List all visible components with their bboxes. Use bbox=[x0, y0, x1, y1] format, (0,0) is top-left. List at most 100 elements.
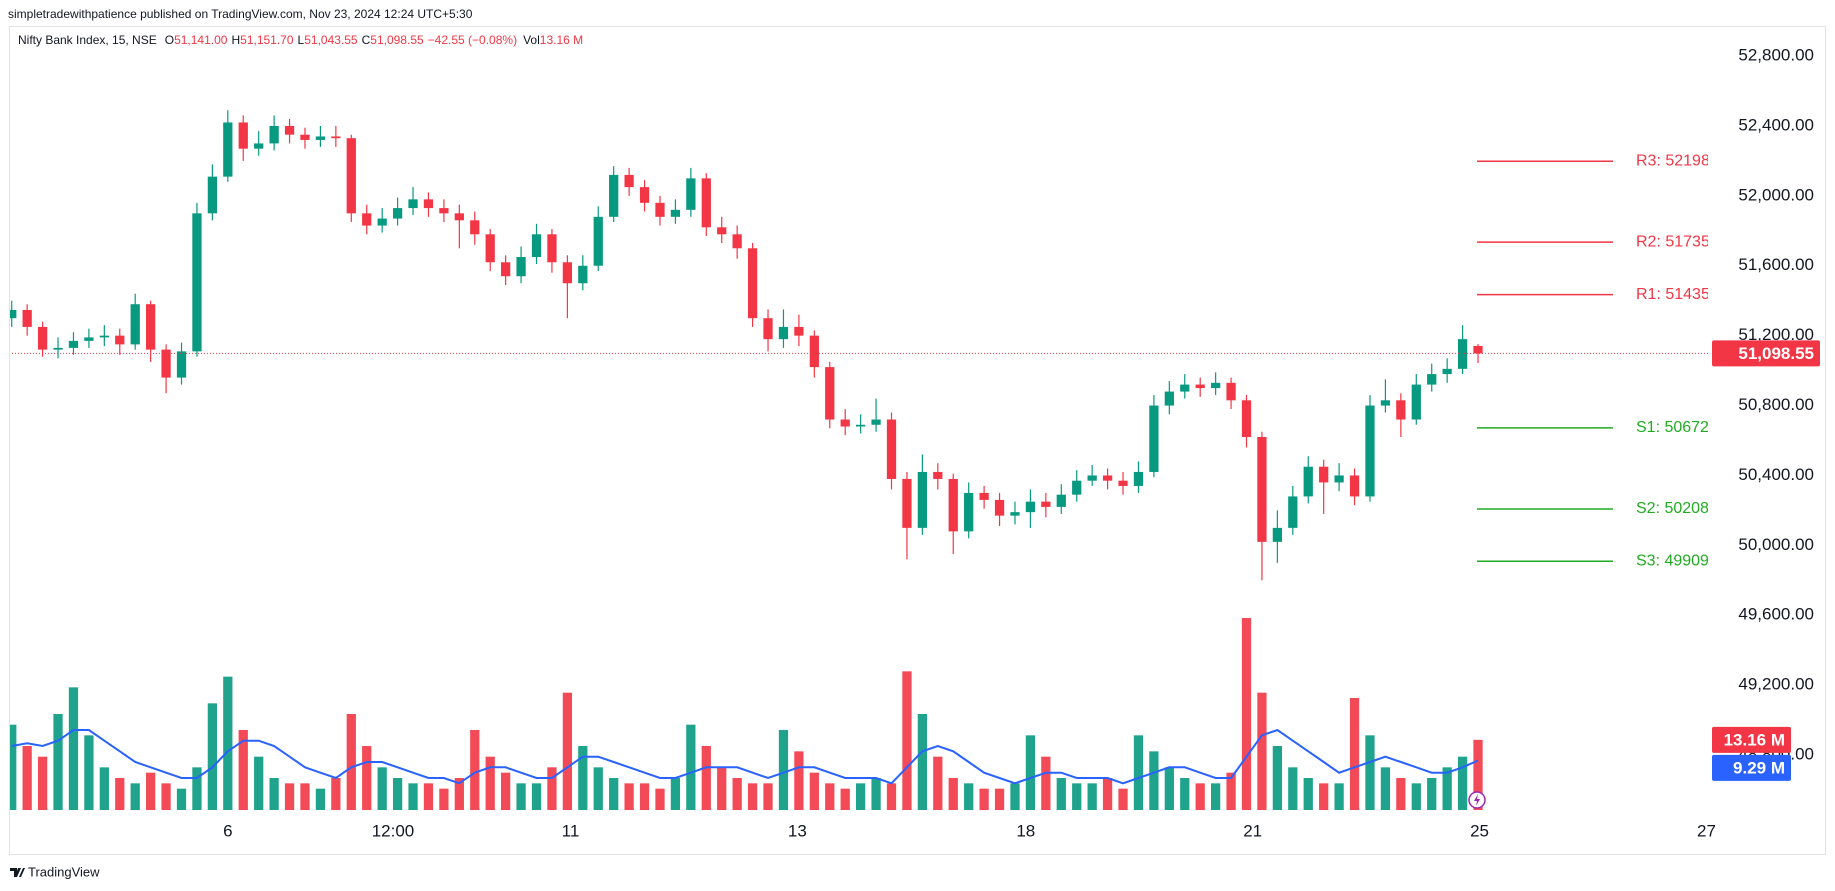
candle-body bbox=[1041, 501, 1051, 507]
volume-bar bbox=[146, 772, 156, 810]
candle-body bbox=[979, 492, 989, 500]
legend-value: 51,098.55 bbox=[370, 33, 424, 47]
candle-body bbox=[593, 216, 603, 266]
volume-bar bbox=[979, 788, 989, 810]
candle-body bbox=[1303, 466, 1313, 497]
candle-body bbox=[1427, 374, 1437, 385]
candle-body bbox=[948, 478, 958, 532]
candle-body bbox=[1288, 496, 1298, 528]
y-tick-label: 52,800.00 bbox=[1738, 46, 1814, 65]
legend-value: 51,141.00 bbox=[174, 33, 228, 47]
volume-bar bbox=[192, 767, 202, 810]
legend-key: H bbox=[231, 33, 241, 47]
candle-body bbox=[1211, 382, 1221, 389]
volume-bar bbox=[531, 783, 542, 810]
legend-key: C bbox=[361, 33, 371, 47]
volume-bar bbox=[269, 778, 279, 810]
volume-bar bbox=[470, 730, 480, 810]
candle-body bbox=[1025, 501, 1036, 513]
pivot-label: S3: 49909 bbox=[1636, 552, 1709, 569]
volume-bar bbox=[1442, 767, 1452, 810]
volume-bar bbox=[686, 724, 696, 810]
volume-bar bbox=[1133, 735, 1144, 810]
candle-body bbox=[1396, 400, 1406, 420]
candle-body bbox=[717, 227, 727, 235]
volume-bar bbox=[1072, 783, 1082, 810]
candle-body bbox=[315, 136, 326, 140]
x-tick-label: 25 bbox=[1470, 821, 1489, 840]
volume-bar bbox=[964, 783, 974, 810]
volume-bar bbox=[701, 746, 711, 810]
volume-bar bbox=[1411, 783, 1421, 810]
candle-body bbox=[516, 257, 526, 277]
candle-body bbox=[994, 499, 1005, 516]
candle-body bbox=[423, 199, 434, 209]
volume-bar bbox=[547, 767, 557, 810]
volume-bar bbox=[562, 692, 573, 810]
candle-body bbox=[840, 419, 850, 427]
volume-bar bbox=[1288, 767, 1298, 810]
candle-body bbox=[68, 340, 79, 348]
axes: 48,800.0049,200.0049,600.0050,000.0050,4… bbox=[223, 46, 1820, 840]
volume-bar bbox=[392, 778, 403, 810]
candle-body bbox=[362, 213, 372, 226]
candle-body bbox=[655, 202, 665, 217]
pivot-label: R3: 52198 bbox=[1636, 152, 1710, 169]
volume-label-box bbox=[1712, 726, 1791, 753]
chart-frame bbox=[9, 26, 1826, 855]
legend-volume-key: Vol bbox=[523, 33, 540, 47]
volume-bar bbox=[886, 783, 897, 810]
candle-body bbox=[856, 424, 866, 427]
candle-body bbox=[1272, 527, 1283, 542]
candle-body bbox=[747, 248, 758, 319]
candle-body bbox=[22, 309, 32, 327]
volume-bar bbox=[747, 783, 758, 810]
volume-bar bbox=[732, 778, 742, 810]
volume-bar bbox=[99, 767, 109, 810]
candle-body bbox=[886, 419, 897, 479]
volume-bar bbox=[825, 783, 835, 810]
volume-bar bbox=[1427, 778, 1437, 810]
candle-body bbox=[501, 262, 511, 277]
volume-bar bbox=[10, 724, 17, 810]
y-tick-label: 52,400.00 bbox=[1738, 115, 1814, 134]
candle-body bbox=[192, 213, 202, 352]
volume-bar bbox=[238, 730, 248, 810]
volume-bar bbox=[578, 746, 588, 810]
candle-body bbox=[269, 125, 279, 144]
y-tick-label: 50,800.00 bbox=[1738, 395, 1814, 414]
candle-body bbox=[130, 304, 140, 345]
volume-bar bbox=[377, 767, 387, 810]
volume-bar bbox=[1041, 756, 1051, 810]
volume-bar bbox=[176, 788, 187, 810]
volume-ma-label: 9.29 M bbox=[1733, 758, 1785, 777]
volume-bar bbox=[501, 772, 511, 810]
x-tick-label: 12:00 bbox=[372, 821, 415, 840]
volume-bar bbox=[1473, 739, 1483, 810]
volume-bar bbox=[315, 788, 326, 810]
candle-body bbox=[578, 265, 588, 284]
candle-body bbox=[238, 122, 248, 149]
volume-bar bbox=[68, 687, 79, 810]
candle-body bbox=[377, 218, 387, 226]
candle-body bbox=[146, 304, 156, 350]
volume-bar bbox=[1211, 783, 1221, 810]
candle-body bbox=[1180, 384, 1190, 392]
candle-body bbox=[609, 174, 619, 217]
candle-body bbox=[454, 213, 464, 221]
volume-bar bbox=[593, 767, 603, 810]
candle-body bbox=[547, 234, 557, 263]
y-tick-label: 49,600.00 bbox=[1738, 605, 1814, 624]
volume-bar bbox=[22, 746, 32, 810]
brand-logo bbox=[10, 868, 25, 877]
brand: TradingView bbox=[28, 864, 100, 879]
volume-bar bbox=[1349, 698, 1360, 810]
volume-bar bbox=[439, 788, 449, 810]
candle-body bbox=[1226, 382, 1236, 401]
candle-body bbox=[809, 335, 819, 368]
volume-bar bbox=[53, 714, 63, 810]
candle-body bbox=[1334, 475, 1344, 483]
candle-body bbox=[254, 143, 264, 149]
candle-body bbox=[1365, 405, 1375, 497]
